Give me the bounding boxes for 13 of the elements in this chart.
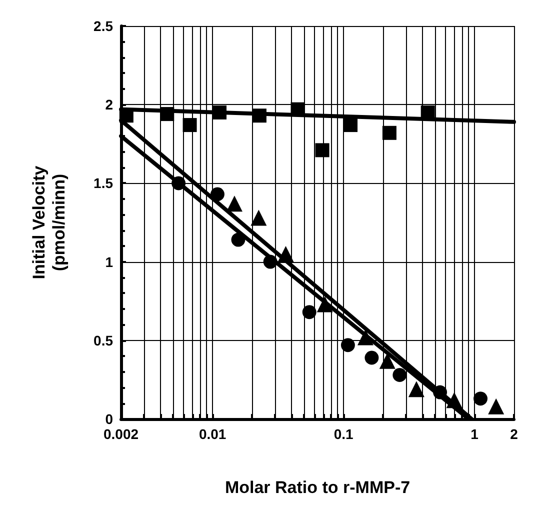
y-tick-label: 0.5: [94, 332, 114, 348]
y-tick-label: 2.5: [94, 18, 114, 34]
x-tick-label: 0.002: [103, 426, 139, 442]
x-tick-label: 0.1: [334, 426, 354, 442]
y-tick-label: 1: [105, 254, 114, 270]
y-axis-title: Initial Velocity (pmol/minn): [30, 165, 68, 280]
x-tick-label: 0.01: [198, 426, 226, 442]
y-tick-label: 1.5: [94, 175, 114, 192]
x-axis-title: Molar Ratio to r-MMP-7: [224, 478, 410, 497]
y-tick-label: 0: [105, 411, 114, 427]
x-tick-label: 2: [510, 426, 518, 442]
y-tick-label: 2: [105, 96, 114, 113]
x-tick-label: 1: [470, 426, 479, 442]
